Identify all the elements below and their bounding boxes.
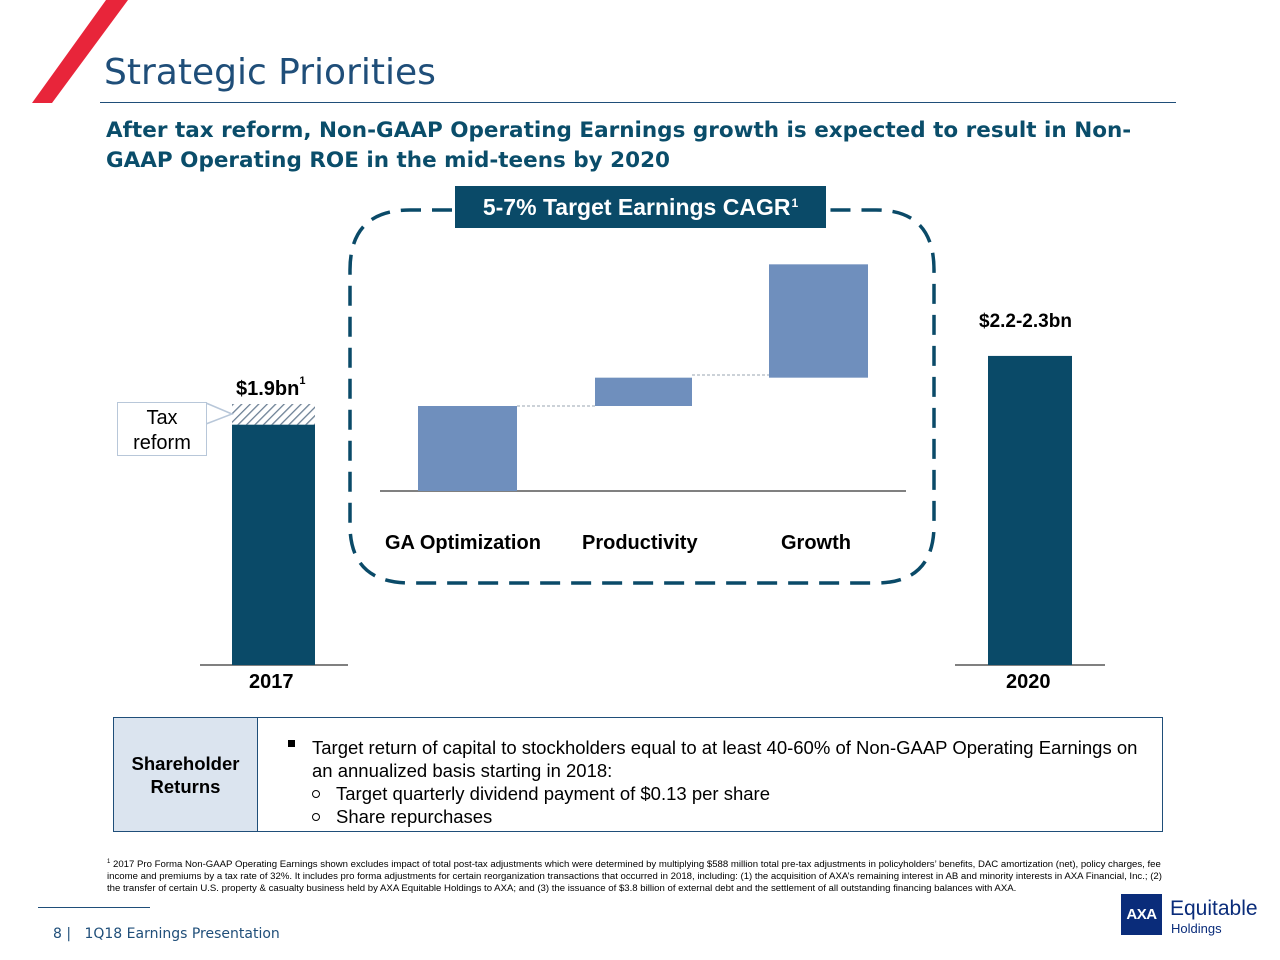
- page-number: 8: [53, 926, 62, 942]
- axa-logo-text: AXA: [1126, 906, 1157, 923]
- bar-ga-optimization: [418, 406, 517, 491]
- capital-return-line2: an annualized basis starting in 2018:: [312, 760, 613, 781]
- presentation-name: 1Q18 Earnings Presentation: [84, 926, 280, 942]
- bar-growth: [769, 264, 868, 378]
- shareholder-label-line1: Shareholder: [131, 752, 240, 774]
- tax-reform-callout: Tax reform: [117, 402, 207, 456]
- bar-2017-tax-reform: [232, 404, 315, 425]
- shareholder-returns-label: Shareholder Returns: [114, 718, 258, 831]
- slide-title: Strategic Priorities: [104, 52, 436, 93]
- red-slash-decoration: [32, 0, 128, 103]
- title-divider: [100, 102, 1176, 103]
- logo-subname: Holdings: [1171, 921, 1222, 936]
- category-label-2020: 2020: [1006, 671, 1051, 693]
- slide-subtitle: After tax reform, Non-GAAP Operating Ear…: [106, 118, 1132, 173]
- shareholder-returns-content: Target return of capital to stockholders…: [286, 736, 1156, 828]
- bar-productivity: [595, 377, 692, 406]
- footer: 8 | 1Q18 Earnings Presentation: [53, 926, 280, 942]
- cagr-dashed-frame: [348, 208, 936, 585]
- axa-logo: AXA: [1121, 894, 1162, 935]
- capital-return-line1: Target return of capital to stockholders…: [312, 737, 1138, 758]
- bar-2017-base: [232, 424, 315, 665]
- footer-divider: [38, 907, 150, 908]
- footer-separator: |: [66, 926, 72, 942]
- category-label-growth: Growth: [781, 532, 851, 554]
- bar-label-2017: $1.9bn1: [236, 375, 306, 401]
- bar-2020: [988, 355, 1072, 665]
- circle-bullet-icon: [312, 790, 320, 798]
- square-bullet-icon: [288, 740, 295, 747]
- footnote-text: 2017 Pro Forma Non-GAAP Operating Earnin…: [107, 859, 1162, 894]
- cagr-text: 5-7% Target Earnings CAGR: [482, 193, 791, 220]
- category-label-ga-optimization: GA Optimization: [385, 532, 541, 554]
- tax-callout-pointer: [205, 401, 235, 426]
- cagr-callout: 5-7% Target Earnings CAGR 1: [455, 186, 826, 228]
- bar-label-2020: $2.2-2.3bn: [979, 311, 1072, 332]
- shareholder-label-line2: Returns: [150, 775, 221, 797]
- circle-bullet-icon: [312, 813, 320, 821]
- logo-name: Equitable: [1170, 897, 1258, 920]
- sub-bullet-repurchases: Share repurchases: [286, 805, 1156, 828]
- category-label-2017: 2017: [249, 671, 294, 693]
- bar-label-2017-text: $1.9bn: [236, 378, 300, 400]
- capital-return-bullet: Target return of capital to stockholders…: [286, 736, 1156, 782]
- footnote-mark: 1: [107, 859, 111, 865]
- sub-bullet-dividend-text: Target quarterly dividend payment of $0.…: [336, 783, 770, 804]
- cagr-footnote-mark: 1: [791, 196, 799, 210]
- bar-label-2017-footnote-mark: 1: [299, 375, 306, 388]
- tax-reform-line2: reform: [133, 432, 191, 454]
- footnote: 1 2017 Pro Forma Non-GAAP Operating Earn…: [107, 857, 1167, 895]
- shareholder-returns-table: Shareholder Returns Target return of cap…: [113, 717, 1163, 832]
- waterfall-chart: [200, 208, 1105, 666]
- sub-bullet-repurchases-text: Share repurchases: [336, 806, 493, 827]
- category-label-productivity: Productivity: [582, 532, 698, 554]
- sub-bullet-dividend: Target quarterly dividend payment of $0.…: [286, 782, 1156, 805]
- tax-reform-line1: Tax: [146, 407, 178, 429]
